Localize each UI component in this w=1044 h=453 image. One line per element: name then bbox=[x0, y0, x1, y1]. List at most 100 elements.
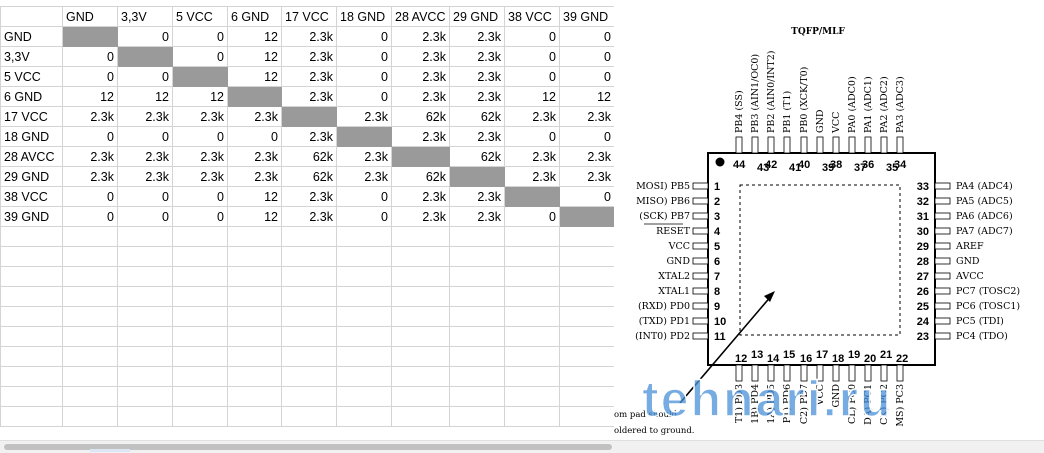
table-cell[interactable]: 2.3k bbox=[117, 146, 173, 167]
table-cell[interactable]: 2.3k bbox=[391, 26, 450, 47]
column-header[interactable]: 5 VCC bbox=[172, 6, 228, 27]
table-cell[interactable]: 0 bbox=[559, 186, 615, 207]
table-cell[interactable]: 2.3k bbox=[336, 166, 392, 187]
table-cell[interactable]: 12 bbox=[504, 86, 560, 107]
empty-cell[interactable] bbox=[336, 346, 392, 367]
diagonal-cell[interactable] bbox=[227, 86, 282, 107]
table-cell[interactable]: 2.3k bbox=[391, 186, 450, 207]
empty-cell[interactable] bbox=[62, 386, 118, 407]
empty-cell[interactable] bbox=[0, 406, 63, 427]
empty-cell[interactable] bbox=[504, 226, 560, 247]
table-cell[interactable]: 2.3k bbox=[559, 106, 615, 127]
empty-cell[interactable] bbox=[172, 326, 228, 347]
diagonal-cell[interactable] bbox=[117, 46, 173, 67]
column-header[interactable]: 28 AVCC bbox=[391, 6, 450, 27]
diagonal-cell[interactable] bbox=[62, 26, 118, 47]
empty-cell[interactable] bbox=[117, 246, 173, 267]
column-header[interactable]: 29 GND bbox=[449, 6, 505, 27]
table-cell[interactable]: 2.3k bbox=[117, 166, 173, 187]
table-cell[interactable]: 0 bbox=[62, 126, 118, 147]
column-header[interactable]: GND bbox=[62, 6, 118, 27]
table-cell[interactable]: 2.3k bbox=[504, 146, 560, 167]
table-cell[interactable]: 62k bbox=[449, 106, 505, 127]
empty-cell[interactable] bbox=[227, 406, 282, 427]
empty-cell[interactable] bbox=[227, 226, 282, 247]
empty-cell[interactable] bbox=[227, 266, 282, 287]
empty-cell[interactable] bbox=[117, 386, 173, 407]
empty-cell[interactable] bbox=[449, 266, 505, 287]
table-cell[interactable]: 0 bbox=[559, 126, 615, 147]
table-cell[interactable]: 0 bbox=[336, 66, 392, 87]
empty-cell[interactable] bbox=[336, 406, 392, 427]
table-cell[interactable]: 2.3k bbox=[227, 166, 282, 187]
empty-cell[interactable] bbox=[391, 246, 450, 267]
table-cell[interactable]: 2.3k bbox=[281, 66, 337, 87]
empty-cell[interactable] bbox=[62, 346, 118, 367]
empty-cell[interactable] bbox=[172, 346, 228, 367]
diagonal-cell[interactable] bbox=[504, 186, 560, 207]
table-cell[interactable]: 2.3k bbox=[281, 206, 337, 227]
table-cell[interactable]: 0 bbox=[504, 206, 560, 227]
table-cell[interactable]: 0 bbox=[117, 26, 173, 47]
empty-cell[interactable] bbox=[172, 266, 228, 287]
empty-cell[interactable] bbox=[559, 266, 615, 287]
row-label[interactable]: 38 VCC bbox=[0, 186, 63, 207]
table-cell[interactable]: 0 bbox=[62, 46, 118, 67]
table-cell[interactable]: 0 bbox=[504, 126, 560, 147]
table-cell[interactable]: 2.3k bbox=[336, 106, 392, 127]
diagonal-cell[interactable] bbox=[172, 66, 228, 87]
table-cell[interactable]: 2.3k bbox=[281, 126, 337, 147]
empty-cell[interactable] bbox=[449, 406, 505, 427]
empty-cell[interactable] bbox=[391, 346, 450, 367]
empty-cell[interactable] bbox=[391, 326, 450, 347]
empty-cell[interactable] bbox=[559, 226, 615, 247]
empty-cell[interactable] bbox=[281, 246, 337, 267]
empty-cell[interactable] bbox=[504, 306, 560, 327]
horizontal-scrollbar[interactable] bbox=[0, 440, 1044, 453]
empty-cell[interactable] bbox=[62, 286, 118, 307]
table-cell[interactable]: 12 bbox=[62, 86, 118, 107]
empty-cell[interactable] bbox=[281, 266, 337, 287]
table-cell[interactable]: 0 bbox=[62, 66, 118, 87]
empty-cell[interactable] bbox=[559, 386, 615, 407]
empty-cell[interactable] bbox=[172, 286, 228, 307]
table-cell[interactable]: 12 bbox=[227, 46, 282, 67]
empty-cell[interactable] bbox=[0, 306, 63, 327]
empty-cell[interactable] bbox=[336, 326, 392, 347]
empty-cell[interactable] bbox=[227, 366, 282, 387]
table-cell[interactable]: 0 bbox=[336, 86, 392, 107]
table-cell[interactable]: 0 bbox=[117, 206, 173, 227]
empty-cell[interactable] bbox=[0, 226, 63, 247]
empty-cell[interactable] bbox=[0, 326, 63, 347]
table-cell[interactable]: 2.3k bbox=[62, 146, 118, 167]
table-cell[interactable]: 0 bbox=[559, 66, 615, 87]
table-cell[interactable]: 2.3k bbox=[117, 106, 173, 127]
empty-cell[interactable] bbox=[504, 246, 560, 267]
empty-cell[interactable] bbox=[336, 246, 392, 267]
table-cell[interactable]: 0 bbox=[336, 46, 392, 67]
table-cell[interactable]: 62k bbox=[281, 146, 337, 167]
table-cell[interactable]: 2.3k bbox=[62, 166, 118, 187]
table-cell[interactable]: 2.3k bbox=[391, 46, 450, 67]
empty-cell[interactable] bbox=[391, 406, 450, 427]
empty-cell[interactable] bbox=[559, 406, 615, 427]
table-cell[interactable]: 2.3k bbox=[449, 26, 505, 47]
table-cell[interactable]: 2.3k bbox=[504, 106, 560, 127]
diagonal-cell[interactable] bbox=[449, 166, 505, 187]
table-cell[interactable]: 0 bbox=[336, 206, 392, 227]
empty-cell[interactable] bbox=[0, 346, 63, 367]
empty-cell[interactable] bbox=[559, 246, 615, 267]
empty-cell[interactable] bbox=[336, 286, 392, 307]
table-cell[interactable]: 2.3k bbox=[449, 86, 505, 107]
empty-cell[interactable] bbox=[559, 366, 615, 387]
empty-cell[interactable] bbox=[504, 366, 560, 387]
diagonal-cell[interactable] bbox=[391, 146, 450, 167]
table-cell[interactable]: 2.3k bbox=[227, 106, 282, 127]
empty-cell[interactable] bbox=[336, 366, 392, 387]
table-cell[interactable]: 0 bbox=[172, 186, 228, 207]
empty-cell[interactable] bbox=[449, 246, 505, 267]
empty-cell[interactable] bbox=[117, 306, 173, 327]
table-cell[interactable]: 0 bbox=[172, 126, 228, 147]
table-cell[interactable]: 2.3k bbox=[172, 106, 228, 127]
empty-cell[interactable] bbox=[281, 386, 337, 407]
